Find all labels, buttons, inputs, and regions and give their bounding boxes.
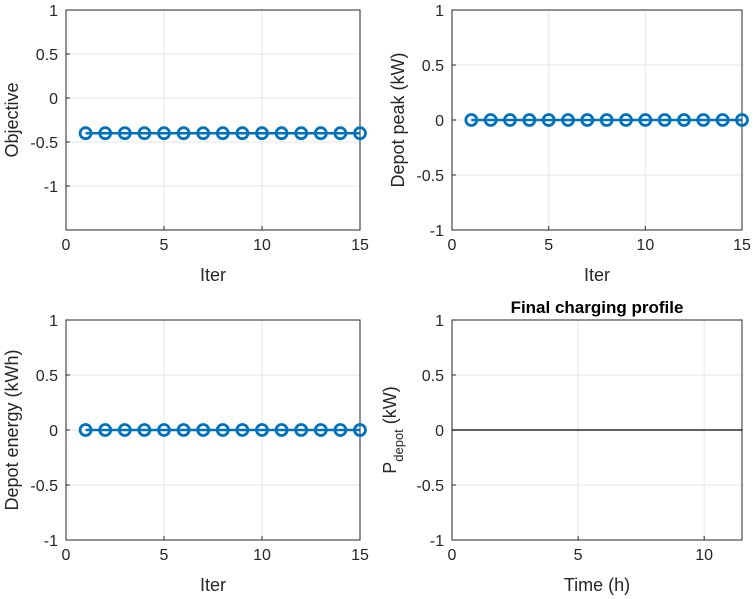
data-point [464, 113, 479, 127]
data-point [294, 126, 309, 141]
x-tick-label: 5 [574, 547, 583, 564]
data-point [98, 126, 113, 141]
data-point [235, 126, 250, 141]
y-tick-label: -0.5 [416, 478, 444, 495]
y-tick-label: 0.5 [422, 368, 444, 385]
data-point [561, 113, 575, 127]
data-point [98, 423, 113, 437]
data-point [522, 113, 537, 127]
subplot-4: 0 5 10 1 0.5 0 -0.5 -1 Time (h) Pdepot (kW) Final … [380, 298, 743, 595]
data-point [117, 126, 132, 141]
data-point [255, 423, 269, 437]
y-tick-label: 1 [49, 3, 58, 20]
y-tick-label: 0 [435, 423, 444, 440]
data-point [696, 113, 711, 127]
data-point [483, 113, 498, 127]
data-point [274, 423, 289, 437]
y-tick-label: 0 [49, 91, 58, 108]
y-tick-label: -1 [44, 179, 58, 196]
data-point [137, 126, 152, 141]
x-tick-label: 15 [351, 547, 369, 564]
x-tick-label: 0 [62, 237, 71, 254]
data-point [657, 113, 672, 127]
y-tick-label: -1 [44, 533, 58, 550]
x-tick-label: 10 [253, 237, 271, 254]
y-tick-label: 0.5 [36, 368, 58, 385]
y-tick-label: -1 [430, 533, 444, 550]
data-point [117, 423, 132, 437]
data-point [235, 423, 250, 437]
y-tick-label: -0.5 [416, 168, 444, 185]
data-point [333, 126, 348, 141]
data-point [196, 126, 211, 141]
x-axis-label: Time (h) [564, 575, 630, 595]
data-point [677, 113, 691, 127]
data-point [176, 423, 191, 437]
y-tick-label: 1 [49, 313, 58, 330]
y-tick-label: 1 [435, 3, 444, 20]
y-axis-label: Depot peak (kW) [388, 52, 408, 187]
data-point [294, 423, 309, 437]
data-point [176, 126, 191, 141]
y-axis-label: Pdepot (kW) [380, 386, 406, 474]
data-point [255, 126, 269, 141]
data-point [353, 126, 367, 141]
subplot-2: 0 5 10 15 1 0.5 0 -0.5 -1 Iter Depot peak (kW) [388, 3, 751, 285]
subplot-3: 0 5 10 15 1 0.5 0 -0.5 -1 Iter Depot energy (kWh) [2, 313, 369, 595]
data-point [599, 113, 614, 127]
data-point [196, 423, 211, 437]
data-point [157, 423, 171, 437]
x-axis-label: Iter [584, 265, 610, 285]
y-tick-label: 1 [435, 313, 444, 330]
data-point [78, 126, 93, 141]
y-tick-label: -1 [430, 223, 444, 240]
y-tick-label: 0 [49, 423, 58, 440]
x-tick-label: 10 [695, 547, 713, 564]
x-tick-label: 10 [253, 547, 271, 564]
data-point [157, 126, 171, 141]
x-tick-label: 5 [160, 237, 169, 254]
data-point [274, 126, 289, 141]
x-tick-label: 0 [448, 547, 457, 564]
data-point [503, 113, 517, 127]
data-point [541, 113, 556, 127]
data-point [638, 113, 653, 127]
data-point [313, 423, 328, 437]
x-tick-label: 10 [636, 237, 654, 254]
data-point [353, 423, 367, 437]
data-point [735, 113, 749, 127]
x-tick-label: 15 [351, 237, 369, 254]
chart-title: Final charging profile [511, 298, 684, 317]
x-tick-label: 5 [544, 237, 553, 254]
y-axis-label: Depot energy (kWh) [2, 349, 22, 510]
y-tick-label: 0.5 [36, 47, 58, 64]
subplot-1: 0 5 10 15 1 0.5 0 -0.5 -1 Iter Objective [2, 3, 369, 285]
x-axis-label: Iter [200, 265, 226, 285]
data-point [78, 423, 93, 437]
x-tick-label: 0 [62, 547, 71, 564]
y-tick-label: -0.5 [30, 135, 58, 152]
y-tick-label: -0.5 [30, 478, 58, 495]
axes-frame [65, 9, 361, 231]
data-point [333, 423, 348, 437]
data-point [215, 423, 230, 437]
x-tick-label: 5 [160, 547, 169, 564]
data-point [580, 113, 595, 127]
data-point [137, 423, 152, 437]
data-point [715, 113, 730, 127]
data-point [215, 126, 230, 141]
y-tick-label: 0.5 [422, 58, 444, 75]
x-tick-label: 15 [733, 237, 751, 254]
y-tick-label: 0 [435, 113, 444, 130]
plot-area [65, 9, 361, 231]
data-point [313, 126, 328, 141]
y-axis-label: Objective [2, 82, 22, 157]
x-axis-label: Iter [200, 575, 226, 595]
x-tick-label: 0 [448, 237, 457, 254]
data-point [619, 113, 633, 127]
